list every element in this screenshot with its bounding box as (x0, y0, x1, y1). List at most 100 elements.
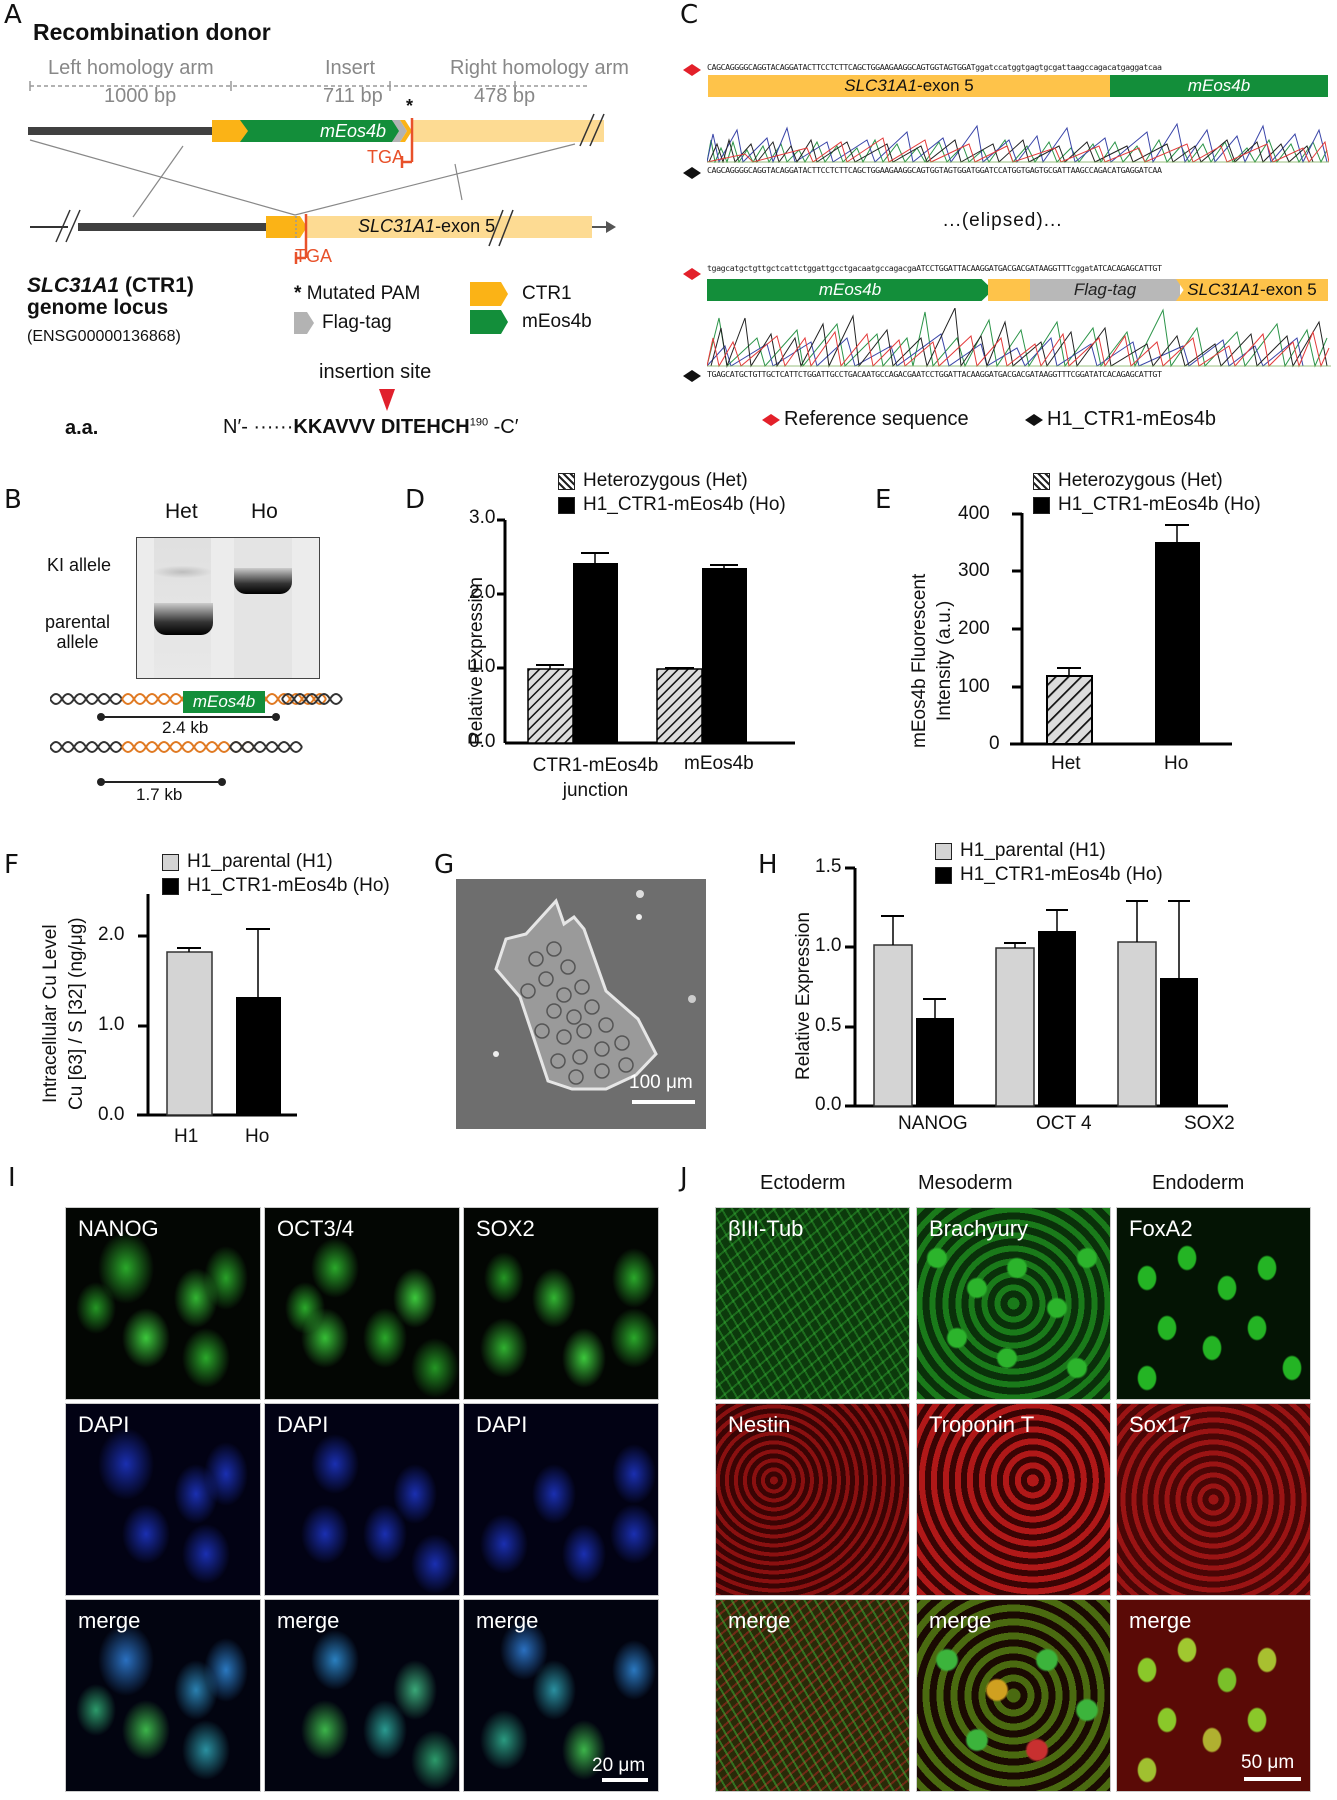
legend-ctr1: CTR1 (470, 282, 572, 306)
tile-label: NANOG (78, 1216, 159, 1241)
aa-seq-left: KKAVVV (293, 416, 376, 438)
top-exon-gene: SLC31A1 (844, 76, 918, 95)
e-xtick-1: Ho (1164, 753, 1189, 774)
d-ytick-3: 3.0 (469, 507, 496, 528)
pam-asterisk: * (406, 96, 414, 116)
e-y-axis-line1: mEos4b Fluorescent (909, 573, 930, 748)
flag-tag-swatch-icon (294, 312, 314, 334)
legend-sample-label: H1_CTR1-mEos4b (1047, 408, 1216, 430)
oct34-green-tile: OCT3/4 (264, 1207, 460, 1400)
aa-sequence: N′- ······KKAVVV DITEHCH190 -C′ (223, 416, 518, 439)
top-meos-feature: mEos4b (1110, 75, 1328, 97)
sox17-red-tile: Sox17 (1116, 1403, 1311, 1596)
f-legend-h1: H1_parental (H1) (162, 851, 333, 873)
reference-marker-icon (683, 64, 701, 76)
pam-legend-asterisk: * (294, 283, 302, 304)
locus-gene: SLC31A1 (27, 274, 120, 297)
donor-meos-label: mEos4b (320, 121, 387, 141)
tile-label: DAPI (476, 1412, 528, 1437)
aa-label: a.a. (65, 417, 99, 439)
d-xtick-1: mEos4b (684, 753, 754, 774)
d-ytick-2: 2.0 (469, 582, 496, 603)
insertion-arrow-icon (379, 389, 395, 411)
e-y-axis-label: mEos4b Fluorescent Intensity (a.u.) (907, 574, 957, 748)
d-legend-het-label: Heterozygous (Het) (583, 470, 748, 491)
e-ytick-1: 100 (958, 676, 990, 697)
tile-label: merge (929, 1608, 992, 1633)
nestin-red-tile: Nestin (715, 1403, 910, 1596)
h-ytick-0: 0.0 (815, 1094, 842, 1115)
h-legend-ho-label: H1_CTR1-mEos4b (Ho) (960, 864, 1163, 885)
e-legend-ho: H1_CTR1-mEos4b (Ho) (1033, 494, 1261, 516)
right-arm-length: 478 bp (474, 85, 536, 107)
sox2-green-tile: SOX2 (463, 1207, 659, 1400)
ho-lane (234, 538, 292, 678)
bottom-exon-gene: SLC31A1 (1187, 280, 1261, 299)
column-header-mesoderm: Mesoderm (918, 1172, 1013, 1194)
black-swatch-icon (1033, 496, 1050, 514)
d-xtick-0-line2: junction (562, 780, 629, 801)
parental-allele-label: parental allele (45, 612, 110, 652)
panel-label-f: F (4, 850, 19, 880)
h-xtick-2: SOX2 (1184, 1113, 1235, 1134)
bottom-exon-suffix: -exon 5 (1260, 280, 1317, 299)
pam-legend-label: Mutated PAM (306, 283, 421, 304)
bottom-exon-feature: SLC31A1-exon 5 (1176, 279, 1328, 301)
e-ytick-4: 400 (958, 503, 990, 524)
f-y-axis-line1: Intracellular Cu Level (40, 924, 61, 1103)
e-ytick-2: 200 (958, 618, 990, 639)
panel-label-d: D (405, 485, 426, 515)
d-bar-chart (497, 518, 795, 745)
tile-label: merge (476, 1608, 539, 1633)
top-exon-feature: SLC31A1-exon 5 (708, 75, 1110, 97)
ctr1-legend-label: CTR1 (522, 283, 572, 304)
tile-label: βIII-Tub (728, 1216, 804, 1241)
ki-allele-label: KI allele (47, 555, 112, 575)
column-header-endoderm: Endoderm (1152, 1172, 1245, 1194)
amplicon-meos-box: mEos4b (183, 691, 265, 713)
i-scale-bar (602, 1778, 648, 1782)
brachyury-green-tile: Brachyury (916, 1207, 1111, 1400)
bottom-reference-sequence: tgagcatgctgttgctcattctggattgcctgacaatgcc… (707, 263, 1162, 273)
mesoderm-merge-tile: merge (916, 1599, 1111, 1792)
hatched-swatch-icon (558, 472, 575, 490)
d-xtick-0-line1: CTR1-mEos4b (532, 755, 659, 776)
d-legend-ho: H1_CTR1-mEos4b (Ho) (558, 494, 786, 516)
merge-tile-1: merge (65, 1599, 261, 1792)
stop-codon-top: TGA (367, 147, 405, 167)
ctr1-swatch-icon (470, 282, 508, 306)
endoderm-merge-tile: merge 50 μm (1116, 1599, 1311, 1792)
e-bar-chart (1010, 512, 1232, 746)
h-xtick-0: NANOG (898, 1113, 968, 1134)
dapi-tile-1: DAPI (65, 1403, 261, 1596)
bottom-sample-sequence: TGAGCATGCTGTTGCTCATTCTGGATTGCCTGACAATGCC… (707, 369, 1162, 379)
dapi-tile-2: DAPI (264, 1403, 460, 1596)
bottom-flag-feature: Flag-tag (1030, 279, 1180, 301)
legend-pam: * Mutated PAM (294, 283, 420, 305)
h-ytick-3: 1.5 (815, 856, 842, 877)
bottom-meos-feature: mEos4b (707, 279, 993, 301)
panel-label-j: J (680, 1163, 688, 1193)
left-arm-label: Left homology arm (48, 57, 214, 79)
f-bar-chart (137, 894, 297, 1117)
f-legend-ho: H1_CTR1-mEos4b (Ho) (162, 875, 390, 897)
insert-label: Insert (325, 57, 376, 79)
e-legend-het: Heterozygous (Het) (1033, 470, 1223, 492)
f-ytick-1: 1.0 (98, 1014, 125, 1035)
f-y-axis-line2: Cu [63] / S [32] (ng/μg) (66, 917, 87, 1110)
donor-construct-diagram (28, 113, 605, 218)
elided-indicator: ...(elipsed)... (943, 210, 1063, 231)
hatched-swatch-icon (1033, 472, 1050, 490)
lane-label-het: Het (165, 500, 198, 523)
g-scale-bar (632, 1100, 695, 1104)
panel-label-i: I (8, 1163, 16, 1193)
meos-legend-label: mEos4b (522, 311, 592, 332)
genome-locus-diagram (30, 209, 616, 264)
f-xtick-1: Ho (245, 1126, 270, 1147)
aa-seq-right: DITEHCH (380, 416, 470, 438)
legend-sample: H1_CTR1-mEos4b (1025, 408, 1216, 431)
d-ytick-1: 1.0 (469, 656, 496, 677)
left-arm-length: 1000 bp (104, 85, 177, 107)
panel-label-e: E (875, 485, 892, 515)
aa-prefix: N′- ······ (223, 416, 294, 438)
